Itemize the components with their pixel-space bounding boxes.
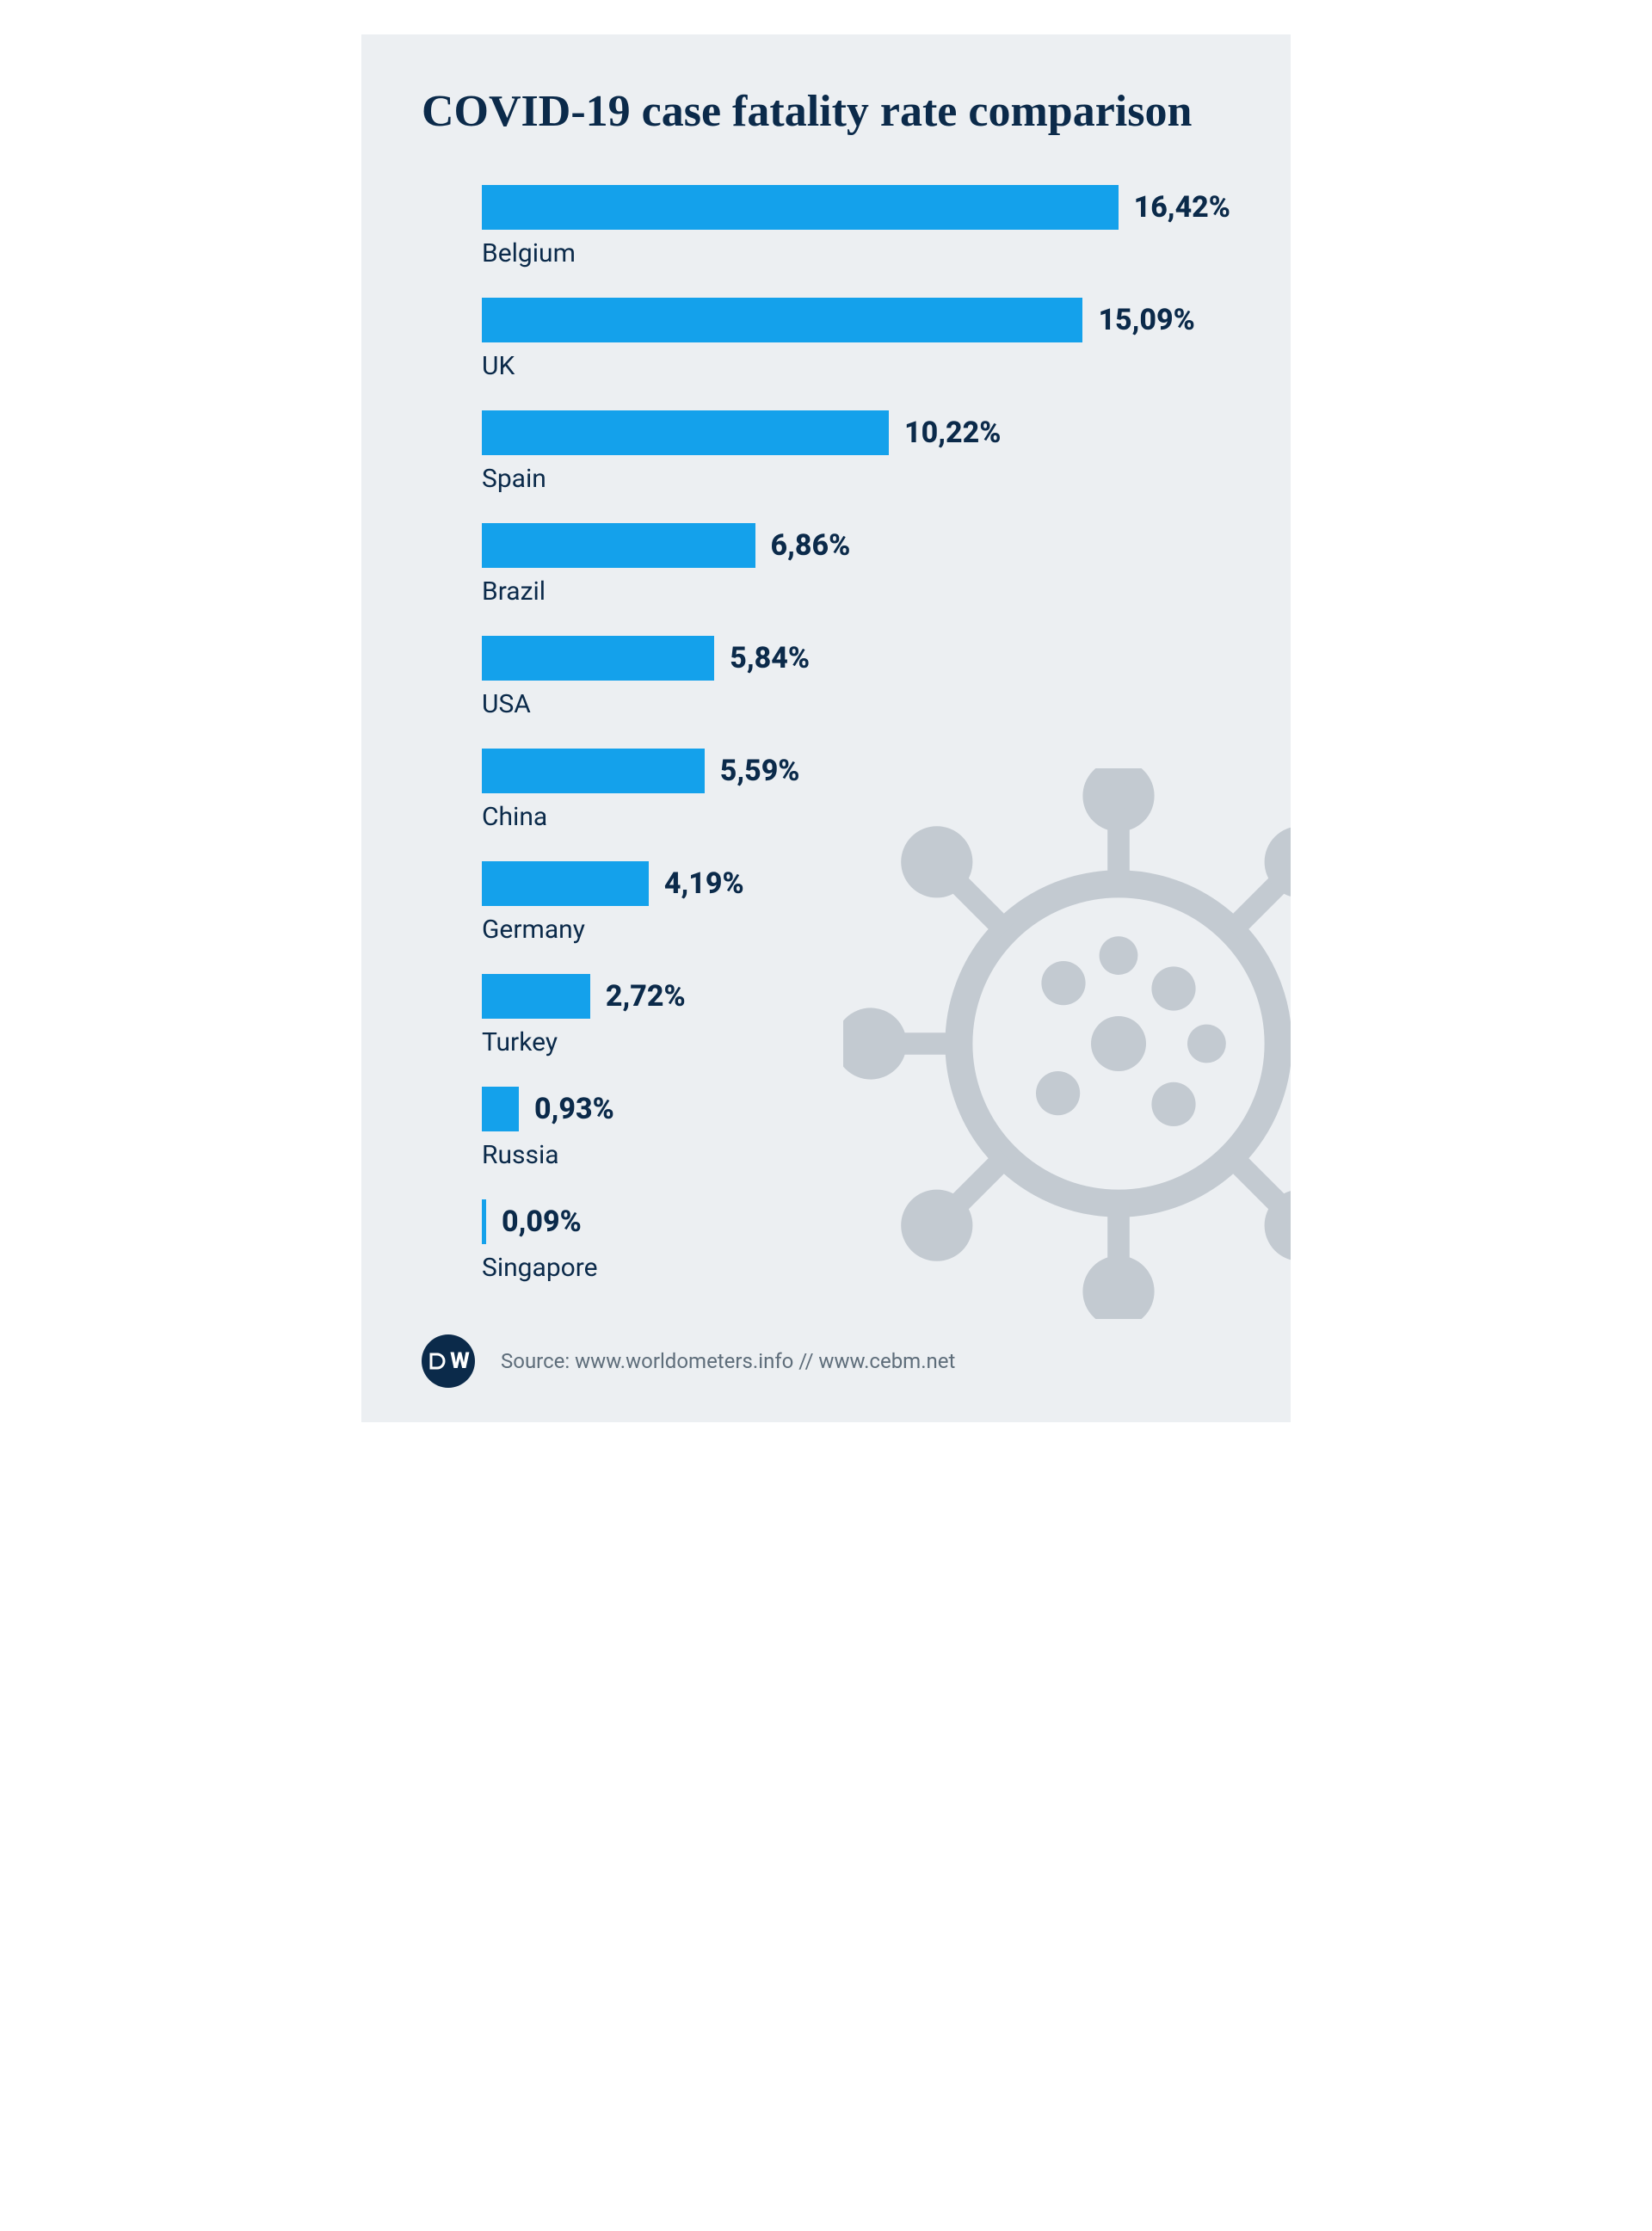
bar-wrap: 5,59% — [482, 749, 1230, 793]
bar — [482, 410, 889, 455]
country-label: USA — [482, 689, 1230, 719]
bar — [482, 974, 590, 1019]
bar-row: 0,93% Russia — [482, 1087, 1230, 1170]
country-label: Russia — [482, 1140, 1230, 1170]
bar-wrap: 4,19% — [482, 861, 1230, 906]
bar-row: 5,59% China — [482, 749, 1230, 832]
value-label: 15,09% — [1098, 303, 1194, 337]
country-label: Turkey — [482, 1027, 1230, 1057]
bar-wrap: 2,72% — [482, 974, 1230, 1019]
bar-row: 4,19% Germany — [482, 861, 1230, 945]
country-label: UK — [482, 351, 1230, 381]
bar-wrap: 16,42% — [482, 185, 1230, 230]
country-label: China — [482, 802, 1230, 832]
country-label: Germany — [482, 915, 1230, 945]
bar-row: 6,86% Brazil — [482, 523, 1230, 607]
bar-row: 10,22% Spain — [482, 410, 1230, 494]
country-label: Brazil — [482, 576, 1230, 607]
bar-wrap: 0,93% — [482, 1087, 1230, 1131]
bar — [482, 1199, 486, 1244]
dw-logo-text: W — [450, 1348, 469, 1374]
bar-row: 5,84% USA — [482, 636, 1230, 719]
dw-logo: W — [422, 1334, 475, 1388]
value-label: 6,86% — [771, 528, 851, 563]
bar-wrap: 5,84% — [482, 636, 1230, 681]
country-label: Spain — [482, 464, 1230, 494]
country-label: Belgium — [482, 238, 1230, 268]
bar — [482, 185, 1119, 230]
bar-wrap: 6,86% — [482, 523, 1230, 568]
bar — [482, 1087, 519, 1131]
bar-wrap: 10,22% — [482, 410, 1230, 455]
bar-row: 15,09% UK — [482, 298, 1230, 381]
value-label: 4,19% — [664, 866, 744, 901]
bar — [482, 523, 755, 568]
bar — [482, 861, 649, 906]
bar — [482, 749, 705, 793]
bar — [482, 298, 1082, 342]
value-label: 5,84% — [730, 641, 810, 675]
bar-row: 16,42% Belgium — [482, 185, 1230, 268]
value-label: 10,22% — [904, 416, 1001, 450]
bar — [482, 636, 714, 681]
bar-row: 2,72% Turkey — [482, 974, 1230, 1057]
bar-chart: 16,42% Belgium 15,09% UK 10,22% Spain 6,86% Bra… — [422, 185, 1230, 1283]
value-label: 0,09% — [502, 1205, 582, 1239]
country-label: Singapore — [482, 1253, 1230, 1283]
footer: W Source: www.worldometers.info // www.c… — [422, 1334, 1230, 1388]
infographic-card: COVID-19 case fatality rate comparison 1… — [361, 34, 1291, 1422]
value-label: 5,59% — [720, 754, 800, 788]
chart-title: COVID-19 case fatality rate comparison — [422, 86, 1230, 138]
value-label: 16,42% — [1134, 190, 1230, 225]
value-label: 2,72% — [606, 979, 686, 1014]
source-text: Source: www.worldometers.info // www.ceb… — [501, 1349, 955, 1373]
value-label: 0,93% — [534, 1092, 614, 1126]
bar-wrap: 15,09% — [482, 298, 1230, 342]
bar-wrap: 0,09% — [482, 1199, 1230, 1244]
bar-row: 0,09% Singapore — [482, 1199, 1230, 1283]
